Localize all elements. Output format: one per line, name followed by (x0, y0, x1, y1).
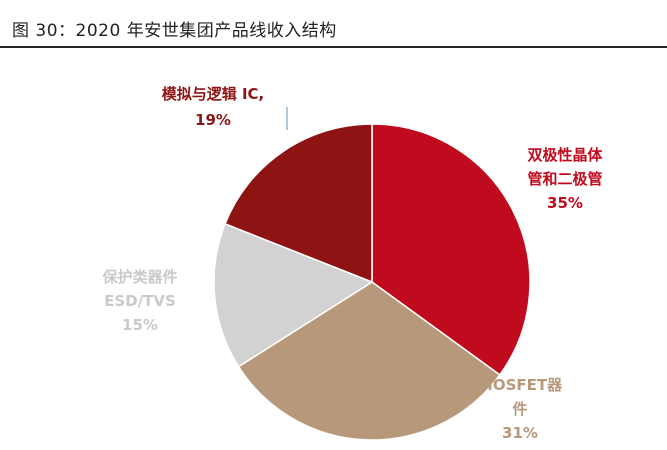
slice-percent-label: 31% (502, 424, 538, 442)
slice-percent-label: 19% (195, 111, 231, 129)
slice-percent-label: 15% (122, 316, 158, 334)
figure-title: 图 30：2020 年安世集团产品线收入结构 (12, 21, 337, 41)
slice-label-2: 保护类器件 ESD/TVS 15% (101, 268, 177, 334)
slice-percent-label: 35% (547, 194, 583, 212)
slice-name-label: 模拟与逻辑 IC, (162, 85, 265, 103)
pie-slices (213, 123, 531, 441)
pie-slice-2 (213, 222, 374, 368)
slice-name-label: MOSFET器 (478, 376, 563, 394)
pie-slice-3 (224, 123, 373, 284)
title-rule (0, 46, 667, 48)
pie-slice-0 (371, 123, 531, 376)
slice-label-3: 模拟与逻辑 IC, 19% (162, 85, 265, 129)
slice-name-label: 保护类器件 (101, 268, 177, 286)
slice-name-label: 双极性晶体 (527, 146, 603, 164)
slice-name-label: ESD/TVS (104, 292, 176, 310)
pie-slice-1 (237, 281, 501, 441)
slice-name-label: 管和二极管 (527, 170, 602, 188)
slice-name-label: 件 (512, 400, 527, 418)
